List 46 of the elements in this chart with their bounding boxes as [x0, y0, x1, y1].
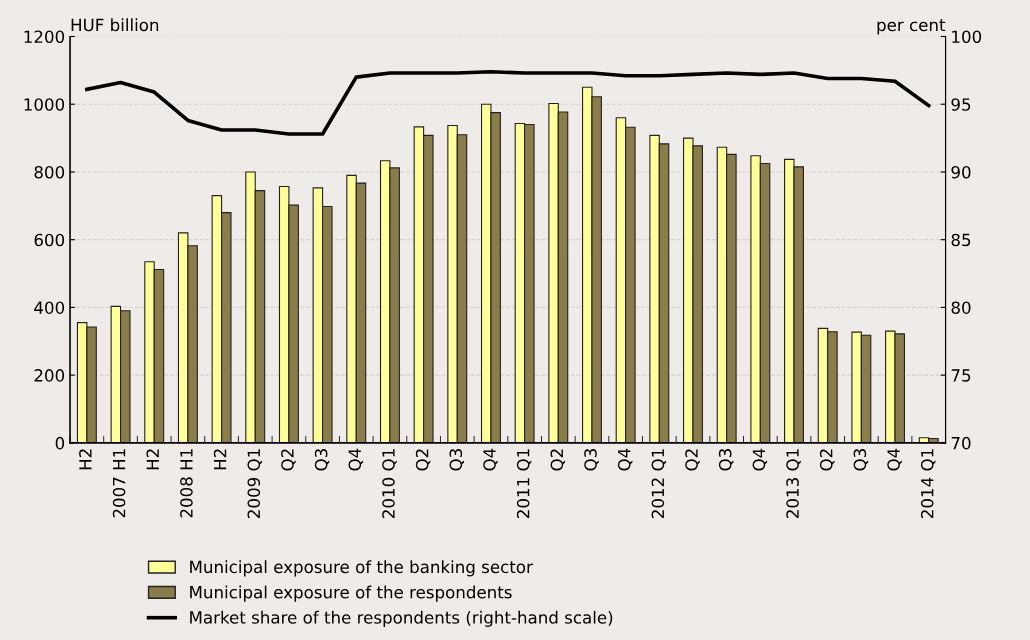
x-tick-label: Q3	[314, 449, 330, 471]
y2-tick-label: 75	[951, 369, 971, 382]
y2-tick-label: 95	[951, 98, 971, 111]
x-tick-label: Q3	[718, 449, 734, 471]
x-tick-label: 2008 H1	[180, 449, 193, 518]
y-tick-label: 0	[55, 436, 65, 450]
x-tick-label: Q4	[752, 448, 768, 471]
x-tick-label: Q2	[819, 449, 835, 471]
x-tick-label: Q4	[887, 448, 902, 471]
y2-tick-label: 90	[951, 165, 971, 179]
x-tick-label: H2	[146, 449, 159, 470]
x-tick-label: Q3	[584, 449, 599, 471]
y-tick-label: 400	[34, 301, 65, 314]
line-series	[85, 69, 931, 136]
x-tick-label: Q4	[617, 448, 633, 471]
y-tick-label: 600	[34, 233, 65, 247]
x-tick-label: Q2	[685, 449, 700, 471]
x-tick-label: H2	[213, 449, 227, 470]
x-tick-label: Q3	[853, 449, 869, 471]
x-tick-label: 2010 Q1	[382, 449, 397, 518]
x-tick-label: 2007 H1	[112, 449, 126, 518]
x-tick-label: 2013 Q1	[786, 449, 801, 518]
y2-axis-title: per cent	[877, 19, 946, 35]
legend-label: Market share of the respondents (right-hand scale)	[190, 610, 613, 627]
x-tick-label: 2009 Q1	[247, 449, 262, 518]
y-tick-label: 800	[34, 165, 65, 179]
x-tick-label: 2012 Q1	[651, 449, 667, 518]
y-tick-label: 1000	[24, 98, 65, 111]
x-tick-label: Q4	[483, 448, 498, 471]
legend-label: Municipal exposure of the banking sector	[190, 560, 533, 577]
x-tick-label: 2014 Q1	[920, 449, 936, 518]
legend-label: Municipal exposure of the respondents	[190, 585, 512, 602]
y2-tick-label: 70	[951, 436, 971, 450]
x-tick-label: Q2	[281, 449, 296, 471]
y-tick-label: 200	[34, 369, 65, 382]
y-axis-title: HUF billion	[71, 18, 159, 32]
x-tick-label: Q3	[449, 449, 465, 471]
y2-tick-label: 80	[951, 301, 971, 314]
x-tick-label: 2011 Q1	[516, 449, 532, 518]
y-tick-label: 1200	[24, 30, 65, 44]
y2-tick-label: 85	[951, 233, 971, 247]
x-tick-label: H2	[79, 449, 92, 470]
x-tick-label: Q4	[348, 448, 364, 471]
x-tick-label: Q2	[550, 449, 566, 471]
x-tick-label: Q2	[415, 449, 431, 471]
y2-tick-label: 100	[952, 30, 982, 44]
